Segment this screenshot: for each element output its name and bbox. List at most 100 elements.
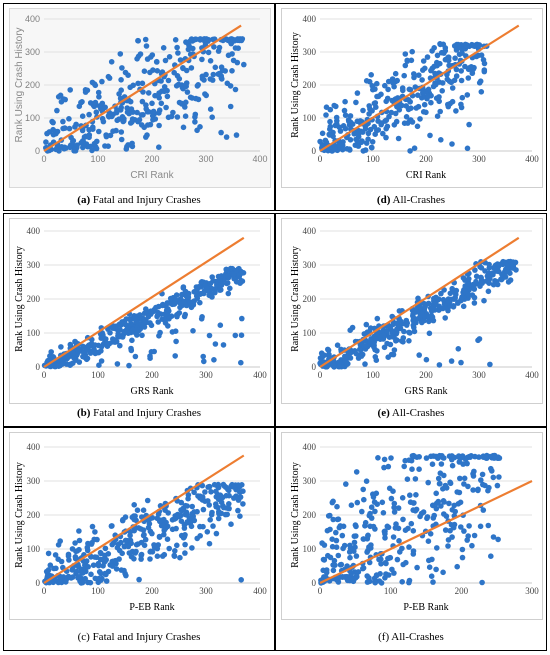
data-point [97, 549, 104, 556]
data-point [485, 522, 492, 529]
data-point [462, 288, 469, 295]
data-point [220, 342, 227, 348]
data-point [117, 342, 123, 349]
y-tick-label: 100 [25, 113, 40, 123]
data-point [207, 76, 214, 82]
data-point [342, 125, 349, 132]
data-point [182, 550, 188, 556]
data-point [131, 502, 137, 508]
data-point [416, 466, 422, 472]
data-point [369, 144, 375, 151]
data-point [464, 145, 471, 152]
data-point [180, 124, 187, 131]
data-point [429, 305, 435, 312]
x-tick-label: 400 [525, 154, 539, 164]
data-point [369, 83, 376, 89]
y-tick-label: 0 [36, 362, 41, 372]
data-point [457, 475, 463, 482]
y-tick-label: 300 [303, 260, 317, 270]
data-point [413, 309, 420, 315]
data-point [346, 146, 353, 152]
chart-frame-c: 0 100 200 300 400 0 100 200 300 400 P-EB Rank Rank … [9, 432, 271, 620]
data-point [467, 64, 473, 71]
data-point [353, 573, 360, 579]
y-tick-label: 100 [27, 328, 41, 338]
data-point [326, 351, 332, 358]
data-point [423, 455, 430, 461]
data-point [148, 54, 154, 60]
panel-b: 0 100 200 300 400 0 100 200 300 400 GRS Rank Rank U… [3, 213, 275, 427]
data-point [326, 131, 332, 138]
data-point [402, 457, 408, 464]
data-point [78, 140, 84, 146]
data-point [147, 69, 153, 76]
data-point [450, 303, 457, 309]
data-point [407, 148, 413, 154]
data-point [323, 139, 330, 146]
caption-letter-e: (e) [377, 407, 390, 419]
data-point [325, 346, 331, 353]
data-point [109, 541, 115, 548]
data-point [187, 94, 194, 101]
data-point [173, 83, 180, 89]
data-point [49, 118, 55, 125]
data-point [79, 127, 86, 134]
data-point [233, 493, 239, 499]
data-point [172, 548, 178, 554]
chart-frame-a: 0 100 200 300 400 0 100 200 300 400 CRI Rank Rank U… [9, 8, 271, 188]
data-point [444, 71, 450, 78]
x-tick-label: 400 [253, 370, 267, 380]
data-point [68, 134, 74, 141]
data-point [182, 113, 189, 119]
data-point [471, 468, 477, 475]
data-point [118, 104, 124, 111]
scatter-chart-d: 0 100 200 300 400 0 100 200 300 400 CRI Rank Rank U… [290, 14, 539, 181]
data-point [54, 107, 60, 114]
chart-frame-d: 0 100 200 300 400 0 100 200 300 400 CRI Rank Rank U… [281, 8, 543, 188]
data-point [426, 557, 432, 564]
data-point [178, 499, 185, 506]
data-point [162, 57, 169, 64]
data-point [197, 533, 203, 539]
x-tick-label: 400 [252, 154, 267, 164]
data-point [84, 547, 91, 554]
data-point [225, 290, 232, 297]
data-point [344, 563, 350, 569]
data-point [94, 536, 100, 543]
data-point [451, 288, 457, 295]
data-point [193, 284, 200, 290]
data-point [373, 490, 380, 497]
data-point [415, 92, 421, 98]
data-point [433, 95, 440, 101]
data-point [342, 98, 348, 105]
data-point [431, 45, 437, 51]
data-point [93, 554, 100, 561]
data-point [349, 324, 356, 331]
data-point [187, 38, 193, 44]
data-point [465, 281, 471, 287]
data-point [388, 455, 394, 461]
data-point [231, 271, 237, 278]
data-point [215, 484, 222, 491]
data-point [92, 342, 98, 348]
data-point [200, 353, 206, 360]
data-point [399, 545, 405, 552]
panel-c: 0 100 200 300 400 0 100 200 300 400 P-EB Rank Rank … [3, 427, 275, 651]
data-point [363, 342, 370, 349]
data-point [223, 280, 230, 287]
data-point [334, 503, 340, 510]
data-point [442, 315, 448, 321]
data-point [215, 515, 222, 522]
data-point [202, 91, 208, 97]
data-point [449, 98, 456, 105]
data-point [441, 511, 447, 517]
data-point [108, 59, 115, 65]
data-point [156, 534, 163, 540]
data-point [69, 546, 76, 552]
data-point [192, 114, 198, 120]
data-point [79, 99, 85, 105]
data-point [163, 104, 169, 111]
data-point [116, 91, 122, 97]
y-tick-label: 0 [35, 146, 40, 156]
data-point [411, 453, 417, 460]
